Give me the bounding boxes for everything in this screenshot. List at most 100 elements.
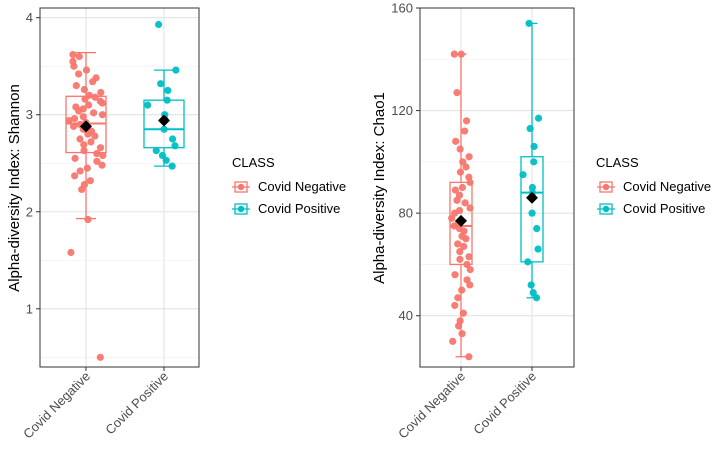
shannon-covid-negative-point [76,135,84,143]
chao1-covid-negative-point [457,50,465,58]
chao1-covid-negative-point [455,206,464,215]
chao1-covid-negative-point [465,153,473,161]
chao1-covid-negative-point [456,255,464,263]
chao1-covid-positive-point [530,142,538,151]
chao1-covid-negative-point [450,50,458,58]
shannon-covid-negative-point [99,151,107,160]
shannon-covid-negative-point [82,66,91,74]
shannon-covid-negative-point [98,161,106,169]
shannon-covid-negative-point [70,115,79,123]
chao1-covid-negative-point [455,191,464,199]
chao1-covid-negative-point [456,317,464,325]
chao1-covid-negative-point [465,173,473,181]
chao1-covid-positive-point [526,124,534,133]
chao1-covid-positive-point [530,158,538,166]
chao1-covid-negative-point [452,137,460,145]
chao1-legend-key-covid-negative [597,181,615,193]
chao1-covid-negative-point [462,117,471,125]
shannon-x-ticks: Covid Negative Covid Positive [20,367,171,441]
shannon-covid-negative-mean-marker [80,120,92,133]
shannon-y-tick-label: 3 [26,107,33,122]
chao1-covid-negative-point [460,242,468,251]
shannon-y-tick-label: 2 [26,204,33,219]
chao1-legend: CLASS Covid Negative Covid Positive [596,155,711,216]
chao1-legend-key-covid-positive [597,203,615,215]
chao1-covid-negative-point [451,271,459,279]
chao1-covid-positive-point [528,183,537,192]
chao1-marks [448,19,544,361]
shannon-covid-negative-point [96,353,104,361]
shannon-covid-negative-point [84,215,92,224]
chao1-covid-positive-group [519,19,544,302]
shannon-covid-negative-point [72,103,80,111]
shannon-covid-negative-point [80,85,89,94]
shannon-covid-negative-point [72,82,80,90]
chao1-covid-negative-point [451,186,460,194]
chao1-plot-background [420,8,574,367]
shannon-covid-negative-point [83,164,91,172]
chao1-covid-positive-point [534,114,543,122]
shannon-covid-positive-point [164,86,172,95]
shannon-covid-negative-point [87,127,96,135]
chao1-legend-label-covid-negative: Covid Negative [623,179,711,194]
shannon-covid-negative-point [89,109,98,117]
chao1-y-tick-label: 80 [399,206,413,221]
shannon-marks [65,20,185,361]
shannon-covid-negative-point [75,70,83,78]
shannon-covid-negative-point [87,138,95,146]
chao1-y-ticks: 40 80 120 160 [391,1,420,323]
chao1-covid-negative-point [463,260,471,269]
shannon-plot-border [39,7,200,368]
shannon-x-tick-label-covid-positive: Covid Positive [102,369,171,438]
shannon-covid-negative-point [80,147,88,155]
shannon-legend-title: CLASS [232,155,275,170]
shannon-x-tick-label-covid-negative: Covid Negative [20,369,93,442]
chao1-covid-negative-point [456,168,465,176]
chao1-covid-positive-point [519,171,527,179]
chao1-covid-negative-point [456,248,464,256]
shannon-covid-positive-point [163,96,171,104]
shannon-y-axis-label: Alpha-diversity Index: Shannon [6,84,23,292]
shannon-y-tick-label: 4 [26,10,33,25]
shannon-covid-negative-point [69,50,77,59]
chao1-covid-negative-group [448,50,474,361]
shannon-covid-negative-point [84,101,93,109]
chao1-covid-negative-point [458,286,466,294]
shannon-covid-negative-point [98,111,107,119]
shannon-legend: CLASS Covid Negative Covid Positive [232,155,346,216]
chao1-covid-positive-mean-marker [526,191,538,204]
shannon-covid-negative-point [93,149,101,158]
shannon-plot-background [40,8,199,367]
chao1-covid-negative-box [449,181,473,266]
chao1-covid-positive-point [534,245,542,253]
shannon-y-tick-label: 1 [26,301,33,316]
chao1-covid-negative-point [466,204,474,212]
chao1-covid-negative-point [462,163,470,171]
shannon-covid-negative-point [93,157,101,165]
shannon-covid-negative-point [75,52,83,61]
chao1-x-ticks: Covid Negative Covid Positive [395,367,539,441]
shannon-covid-positive-point [154,20,163,29]
shannon-covid-positive-point [158,151,167,160]
shannon-covid-negative-point [80,141,88,149]
chao1-y-tick-label: 120 [391,103,413,118]
chao1-covid-negative-point [466,265,474,274]
chao1-covid-negative-point [449,337,457,345]
chao1-covid-negative-point [461,127,469,135]
chao1-legend-label-covid-positive: Covid Positive [623,201,705,216]
chao1-covid-positive-point [524,258,532,266]
chao1-covid-positive-point [528,209,536,217]
shannon-legend-label-covid-negative: Covid Negative [258,179,346,194]
chao1-covid-negative-point [463,276,471,284]
chao1-legend-title: CLASS [596,155,639,170]
chao1-covid-negative-point [458,330,466,338]
chao1-covid-negative-point [461,199,469,207]
chao1-covid-negative-point [451,301,459,310]
shannon-legend-key-covid-positive [232,203,250,215]
shannon-covid-positive-point [171,142,179,150]
shannon-covid-negative-point [79,113,87,121]
shannon-covid-negative-point [69,57,77,65]
